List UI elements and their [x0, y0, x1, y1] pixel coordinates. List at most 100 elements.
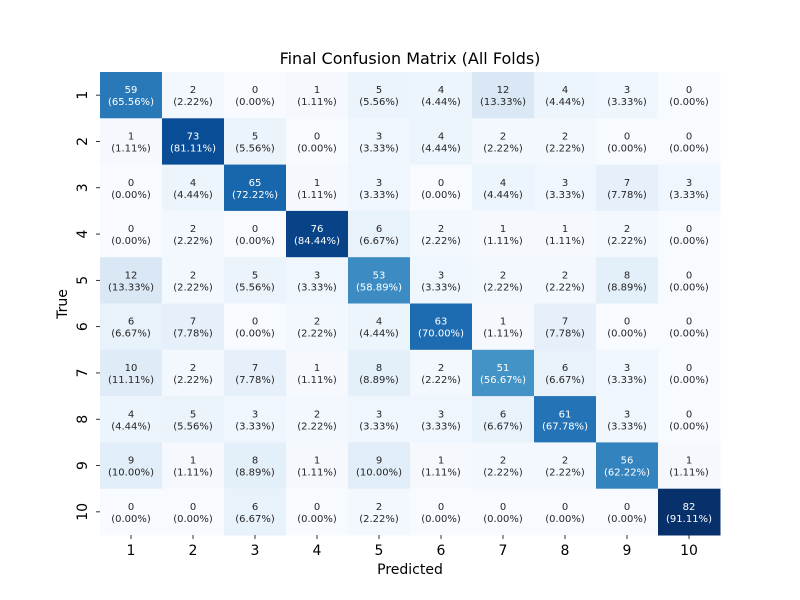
cell-percent-label: (84.44%) [294, 236, 340, 247]
heatmap-cell [286, 257, 349, 304]
heatmap-cell [100, 210, 163, 258]
cell-percent-label: (0.00%) [669, 97, 709, 108]
heatmap-cell [100, 488, 163, 536]
cell-count-label: 0 [252, 317, 258, 328]
cell-count-label: 1 [190, 456, 196, 467]
cell-percent-label: (5.56%) [235, 282, 275, 293]
cell-percent-label: (4.44%) [173, 190, 213, 201]
cell-count-label: 65 [249, 178, 262, 189]
cell-count-label: 0 [624, 131, 630, 142]
cell-percent-label: (5.56%) [173, 421, 213, 432]
cell-count-label: 3 [562, 178, 568, 189]
heatmap-cell [162, 118, 225, 166]
cell-count-label: 1 [314, 363, 320, 374]
x-tick-label: 5 [375, 543, 384, 559]
heatmap-cell [410, 118, 473, 166]
cell-percent-label: (2.22%) [483, 143, 523, 154]
cell-percent-label: (5.56%) [235, 143, 275, 154]
cell-count-label: 6 [562, 363, 568, 374]
heatmap-cell [410, 442, 473, 490]
y-tick-label: 4 [75, 230, 91, 239]
cell-percent-label: (1.11%) [545, 236, 585, 247]
cell-count-label: 51 [497, 363, 510, 374]
heatmap-cell [162, 488, 225, 536]
heatmap-cell [596, 349, 659, 397]
heatmap-cell [162, 72, 225, 119]
y-tick-label: 7 [75, 368, 91, 377]
heatmap-cell [286, 442, 349, 490]
cell-count-label: 1 [500, 317, 506, 328]
cell-count-label: 82 [683, 502, 696, 513]
cell-count-label: 4 [190, 178, 196, 189]
cell-count-label: 3 [438, 270, 444, 281]
cell-percent-label: (2.22%) [483, 468, 523, 479]
cell-percent-label: (1.11%) [421, 468, 461, 479]
cell-count-label: 4 [438, 85, 444, 96]
cell-percent-label: (6.67%) [359, 236, 399, 247]
heatmap-cell [658, 396, 721, 443]
cell-percent-label: (0.00%) [421, 514, 461, 525]
cell-count-label: 0 [438, 502, 444, 513]
cell-percent-label: (3.33%) [359, 143, 399, 154]
heatmap-cell [472, 210, 535, 258]
cell-percent-label: (1.11%) [297, 97, 337, 108]
cell-count-label: 73 [187, 131, 200, 142]
cell-count-label: 4 [500, 178, 506, 189]
heatmap-cell [410, 164, 473, 212]
cell-percent-label: (2.22%) [173, 97, 213, 108]
cell-percent-label: (2.22%) [421, 236, 461, 247]
heatmap-cell [410, 396, 473, 443]
cell-percent-label: (2.22%) [545, 282, 585, 293]
cell-percent-label: (3.33%) [359, 190, 399, 201]
cell-percent-label: (7.78%) [173, 329, 213, 340]
cell-percent-label: (0.00%) [111, 190, 151, 201]
heatmap-cell [410, 257, 473, 304]
y-tick-label: 6 [75, 322, 91, 331]
cell-count-label: 2 [500, 456, 506, 467]
x-tick-label: 3 [251, 543, 260, 559]
heatmap-cell [100, 72, 163, 119]
heatmap-cell [100, 442, 163, 490]
cell-percent-label: (6.67%) [483, 421, 523, 432]
cell-count-label: 0 [314, 502, 320, 513]
chart-title: Final Confusion Matrix (All Folds) [280, 49, 541, 68]
cell-count-label: 1 [314, 456, 320, 467]
heatmap-cell [224, 72, 287, 119]
cell-count-label: 8 [376, 363, 382, 374]
cell-percent-label: (2.22%) [421, 375, 461, 386]
heatmap-cell [162, 257, 225, 304]
cell-count-label: 5 [190, 409, 196, 420]
cell-percent-label: (7.78%) [235, 375, 275, 386]
heatmap-cell [534, 488, 597, 536]
cell-percent-label: (65.56%) [108, 97, 154, 108]
cell-percent-label: (0.00%) [669, 282, 709, 293]
x-tick-label: 6 [437, 543, 446, 559]
cell-count-label: 8 [252, 456, 258, 467]
cell-percent-label: (2.22%) [297, 329, 337, 340]
heatmap-cell [658, 210, 721, 258]
cell-count-label: 2 [190, 85, 196, 96]
cell-percent-label: (0.00%) [669, 421, 709, 432]
cell-count-label: 3 [438, 409, 444, 420]
cell-count-label: 2 [438, 224, 444, 235]
cell-percent-label: (1.11%) [297, 190, 337, 201]
cell-percent-label: (0.00%) [111, 236, 151, 247]
cell-percent-label: (2.22%) [483, 282, 523, 293]
heatmap-cell [410, 488, 473, 536]
cell-percent-label: (56.67%) [480, 375, 526, 386]
heatmap-cell [162, 164, 225, 212]
x-tick-label: 4 [313, 543, 322, 559]
cell-count-label: 3 [624, 363, 630, 374]
cell-percent-label: (0.00%) [235, 329, 275, 340]
cell-percent-label: (0.00%) [607, 143, 647, 154]
cell-count-label: 1 [438, 456, 444, 467]
cell-count-label: 9 [376, 456, 382, 467]
heatmap-cell [534, 118, 597, 166]
heatmap-cell [224, 210, 287, 258]
heatmap-cell [162, 210, 225, 258]
cell-count-label: 1 [128, 131, 134, 142]
heatmap-cell [100, 118, 163, 166]
cell-count-label: 4 [438, 131, 444, 142]
x-tick-label: 2 [189, 543, 198, 559]
cell-count-label: 2 [500, 131, 506, 142]
